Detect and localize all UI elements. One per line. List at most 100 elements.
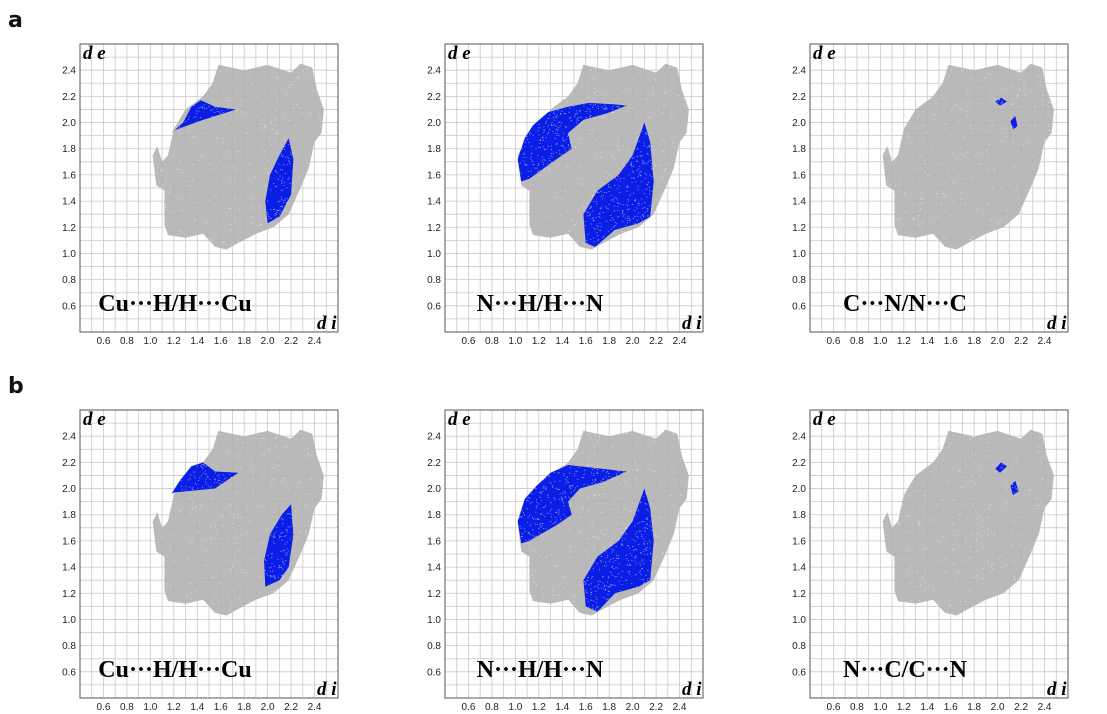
fingerprint-texture (161, 434, 324, 611)
fingerprint-plot: 0.6 0.8 1.0 1.2 1.4 1.6 1.8 2.0 2.2 2.4 0.6 0.8 1.0 1… (427, 409, 704, 713)
highlight-region-fill (517, 465, 627, 544)
plot-frame (444, 409, 704, 699)
highlight-texture (583, 493, 653, 611)
x-tick-label: 2.2 (649, 702, 663, 713)
y-tick-label: 1.8 (792, 510, 806, 521)
x-tick-label: 0.6 (827, 702, 841, 713)
y-tick-label: 1.8 (427, 510, 441, 521)
x-tick-label: 1.8 (967, 702, 981, 713)
x-tick-label: 1.0 (873, 336, 887, 347)
x-tick-label: 2.4 (673, 336, 687, 347)
y-tick-label: 2.4 (427, 66, 441, 77)
highlight-region (264, 504, 294, 587)
highlight-region (171, 100, 236, 133)
x-tick-label: 2.2 (284, 702, 298, 713)
contact-label: N···H/H···N (477, 291, 604, 317)
y-tick-label: 0.8 (792, 275, 806, 286)
x-tick-label: 1.8 (237, 702, 251, 713)
highlight-region (995, 462, 1007, 473)
x-tick-label: 1.4 (555, 702, 569, 713)
x-axis-label: d i (682, 313, 702, 334)
y-tick-label: 0.8 (792, 641, 806, 652)
y-tick-label: 2.4 (62, 66, 76, 77)
fingerprint-texture (898, 435, 1044, 615)
highlight-texture (997, 99, 1004, 104)
x-tick-label: 1.2 (532, 336, 546, 347)
y-tick-label: 2.0 (62, 118, 76, 129)
x-tick-label: 2.0 (261, 336, 275, 347)
highlight-texture (1000, 463, 1004, 469)
x-tick-label: 0.8 (485, 702, 499, 713)
highlight-texture (180, 463, 232, 491)
y-tick-label: 1.4 (792, 197, 806, 208)
x-tick-label: 1.0 (508, 702, 522, 713)
x-tick-label: 0.6 (97, 702, 111, 713)
highlight-region-fill (1010, 116, 1018, 130)
x-tick-label: 2.2 (1014, 336, 1028, 347)
x-axis-label: d i (317, 313, 337, 334)
x-tick-label: 0.6 (462, 336, 476, 347)
y-tick-label: 1.8 (62, 144, 76, 155)
x-tick-label: 0.8 (485, 336, 499, 347)
y-tick-label: 0.6 (427, 301, 441, 312)
highlight-region (1010, 480, 1019, 496)
y-tick-label: 0.6 (792, 301, 806, 312)
x-tick-label: 1.6 (944, 336, 958, 347)
x-tick-label: 2.0 (261, 702, 275, 713)
y-tick-label: 1.0 (792, 249, 806, 260)
contact-label: C···N/N···C (843, 291, 967, 317)
contact-label: N···C/C···N (843, 657, 968, 683)
x-tick-label: 0.6 (462, 702, 476, 713)
y-tick-label: 2.2 (792, 92, 806, 103)
y-tick-label: 1.2 (792, 223, 806, 234)
highlight-region (583, 122, 655, 247)
y-tick-label: 1.4 (62, 197, 76, 208)
x-tick-label: 1.0 (143, 336, 157, 347)
fingerprint-plot: 0.6 0.8 1.0 1.2 1.4 1.6 1.8 2.0 2.2 2.4 0.6 0.8 1.0 1… (62, 43, 339, 347)
y-tick-label: 1.6 (62, 170, 76, 181)
x-tick-label: 2.2 (1014, 702, 1028, 713)
highlight-region (583, 488, 654, 612)
highlight-region-fill (171, 100, 236, 133)
highlight-region-fill (517, 102, 627, 182)
x-tick-label: 1.8 (602, 336, 616, 347)
x-tick-label: 1.8 (237, 336, 251, 347)
y-tick-label: 1.6 (427, 170, 441, 181)
x-tick-label: 1.6 (214, 702, 228, 713)
x-tick-label: 2.4 (673, 702, 687, 713)
y-tick-label: 0.6 (792, 667, 806, 678)
contact-label: Cu···H/H···Cu (98, 291, 251, 317)
x-tick-label: 0.6 (97, 336, 111, 347)
panel-a-2: 0.6 0.8 1.0 1.2 1.4 1.6 1.8 2.0 2.2 2.4 0.6 0.8 1.0 1… (405, 42, 705, 347)
x-axis-label: d i (1047, 313, 1067, 334)
fingerprint-region (882, 63, 1054, 250)
y-tick-label: 2.2 (62, 458, 76, 469)
y-tick-label: 1.0 (427, 615, 441, 626)
x-tick-label: 1.2 (167, 336, 181, 347)
highlight-region (517, 102, 627, 182)
highlight-region (265, 138, 294, 224)
y-tick-label: 1.0 (62, 615, 76, 626)
x-tick-label: 0.8 (120, 702, 134, 713)
x-tick-label: 1.2 (897, 702, 911, 713)
panel-b-3: 0.6 0.8 1.0 1.2 1.4 1.6 1.8 2.0 2.2 2.4 0.6 0.8 1.0 1… (770, 408, 1070, 713)
highlight-region-fill (995, 97, 1007, 106)
y-tick-label: 1.8 (427, 144, 441, 155)
y-axis-label: d e (448, 409, 471, 430)
x-axis-label: d i (317, 679, 337, 700)
x-tick-label: 1.8 (602, 702, 616, 713)
highlight-region-fill (583, 122, 654, 247)
plot-frame (444, 43, 704, 333)
x-tick-label: 2.4 (1038, 336, 1052, 347)
highlight-region (995, 97, 1007, 106)
x-tick-label: 2.0 (626, 336, 640, 347)
x-axis-label: d i (682, 679, 702, 700)
y-tick-label: 1.8 (62, 510, 76, 521)
plot-frame (79, 409, 339, 699)
y-tick-label: 2.0 (792, 484, 806, 495)
x-tick-label: 2.2 (649, 336, 663, 347)
highlight-texture (519, 467, 625, 541)
highlight-texture (179, 104, 229, 128)
highlight-texture (264, 513, 294, 579)
y-tick-label: 1.2 (427, 223, 441, 234)
